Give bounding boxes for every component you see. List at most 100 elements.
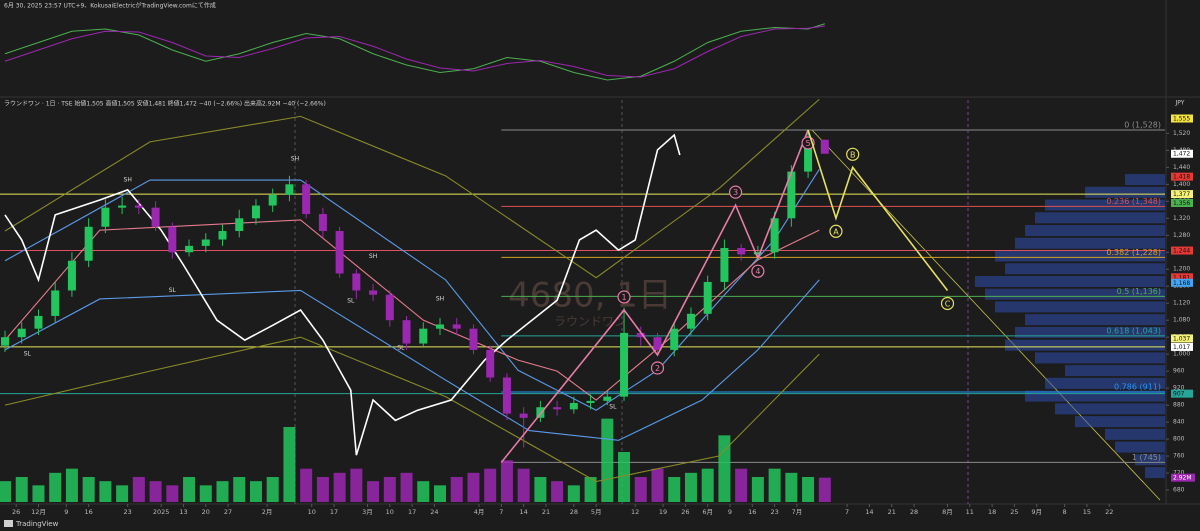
candle-body (218, 231, 227, 240)
volume-profile-bar (1135, 454, 1165, 466)
volume-bar (32, 485, 45, 502)
price-label: 1,356 (1173, 200, 1190, 207)
y-tick-label: 1,320 (1173, 215, 1190, 222)
candle-body (34, 315, 43, 329)
candle-body (770, 218, 779, 253)
x-tick-label: 25 (1010, 508, 1018, 516)
y-tick-label: 1,000 (1173, 351, 1190, 358)
currency: JPY (1175, 100, 1185, 107)
volume-bar (618, 452, 631, 502)
price-label: 1,017 (1173, 344, 1190, 351)
swing-label: SH (291, 155, 299, 162)
wave-label-circle (728, 185, 743, 199)
price-label: 1,555 (1173, 116, 1190, 123)
candle-body (285, 184, 294, 195)
watermark-sub: ラウンドワン (554, 315, 626, 329)
volume-bar (383, 477, 396, 502)
candle-body (84, 226, 93, 261)
x-tick-label: 19 (659, 508, 667, 516)
volume-profile-bar (1035, 352, 1165, 364)
wave-label-circle (650, 361, 665, 375)
volume-bar (785, 472, 798, 502)
swing-label: SL (609, 404, 617, 411)
y-tick-label: 1,400 (1173, 181, 1190, 188)
fib-label: 0 (1,528) (1124, 120, 1161, 129)
volume-profile-bar (985, 288, 1165, 300)
x-tick-label: 18 (988, 508, 996, 516)
x-tick-label: 4月 (474, 508, 485, 516)
x-tick-label: 28 (570, 508, 578, 516)
oscillator-line (4, 25, 825, 78)
x-tick-label: 5月 (591, 508, 602, 516)
candle-body (302, 184, 311, 215)
swing-label: SL (347, 298, 355, 305)
x-tick-label: 14 (520, 508, 528, 516)
y-tick-label: 720 (1173, 470, 1185, 477)
swing-label: SL (397, 344, 405, 351)
volume-bar (15, 477, 28, 502)
volume-bar (567, 485, 580, 502)
volume-profile-bar (995, 250, 1165, 262)
volume-bar (49, 472, 62, 502)
volume-bar (216, 481, 229, 502)
candle-body (385, 294, 394, 321)
price-label-box (1171, 334, 1193, 343)
candle-body (804, 146, 813, 172)
volume-bar (818, 477, 831, 502)
x-tick-label: 26 (681, 508, 689, 516)
candle-body (352, 273, 361, 291)
header: 6月 30, 2025 23:57 UTC+9、KokusaiElectricが… (4, 2, 216, 10)
x-tick-label: 7月 (792, 508, 803, 516)
volume-profile-bar (1045, 199, 1165, 211)
legend-line: ラウンドワン · 1日 · TSE 始値1,505 高値1,505 安値1,48… (4, 100, 326, 108)
volume-label: 2.92M (1173, 475, 1192, 482)
fib-label: 0.5 (1,136) (1117, 287, 1161, 296)
x-tick-label: 26 (12, 508, 20, 516)
volume-profile-bar (1145, 467, 1165, 479)
volume-profile-bar (1025, 225, 1165, 237)
candle-body (636, 332, 645, 338)
volume-bar (484, 468, 497, 502)
x-tick-label: 8月 (942, 508, 953, 516)
volume-profile-bar (1105, 428, 1165, 440)
volume-bar (534, 477, 547, 502)
volume-bar (417, 481, 430, 502)
volume-bar (266, 477, 279, 502)
candle-body (369, 290, 378, 295)
price-label-box (1171, 190, 1193, 199)
volume-bar (316, 477, 329, 502)
volume-bar (634, 477, 647, 502)
candle-body (820, 139, 829, 154)
x-tick-label: 24 (430, 508, 438, 516)
wave-line (807, 129, 949, 291)
price-label: 1,244 (1173, 248, 1190, 255)
candle-body (586, 400, 595, 403)
x-tick-label: 15 (1083, 508, 1091, 516)
volume-bar (300, 468, 313, 502)
wave-label-circle (751, 264, 765, 278)
fib-label: 0.236 (1,348) (1106, 197, 1161, 206)
x-tick-label: 3月 (362, 508, 373, 516)
candle-body (452, 324, 461, 329)
volume-bar (751, 477, 764, 502)
fib-label: 0.618 (1,043) (1106, 326, 1161, 335)
candle-body (185, 245, 194, 253)
price-label: 1,037 (1173, 335, 1190, 342)
y-tick-label: 760 (1173, 453, 1185, 460)
swing-label: SH (369, 253, 377, 260)
volume-bar (367, 481, 380, 502)
volume-bar (99, 481, 112, 502)
trend-line (811, 129, 1161, 501)
volume-bar (65, 468, 78, 502)
y-tick-label: 800 (1173, 436, 1185, 443)
candle-body (251, 205, 260, 219)
wave-label: 1 (621, 293, 626, 302)
volume-profile-bar (1085, 186, 1165, 198)
wave-line (500, 129, 809, 463)
volume-bar (601, 418, 614, 502)
y-tick-label: 1,200 (1173, 266, 1190, 273)
volume-bar (166, 485, 179, 502)
candle-body (603, 396, 612, 401)
volume-bar (701, 468, 714, 502)
x-tick-label: 21 (542, 508, 550, 516)
